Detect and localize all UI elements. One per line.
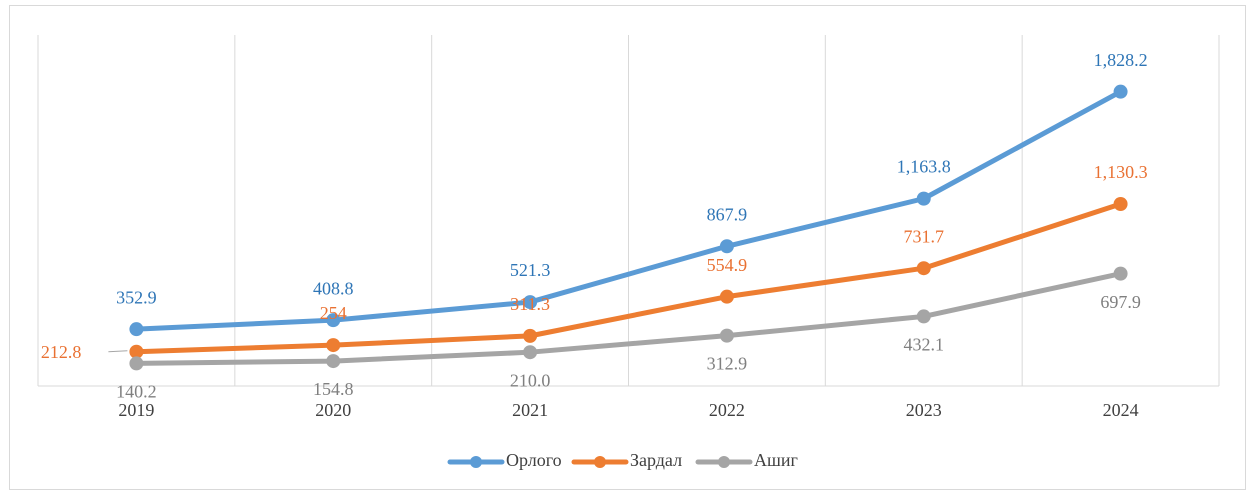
x-tick-label: 2024 (1103, 400, 1139, 420)
data-point (129, 322, 144, 337)
data-label: 1,828.2 (1094, 50, 1148, 70)
data-label: 432.1 (904, 335, 945, 355)
series-line (133, 271, 1124, 366)
x-tick-label: 2021 (512, 400, 548, 420)
legend-label: Ашиг (754, 450, 798, 470)
legend-marker (594, 456, 606, 468)
chart-border (9, 5, 1246, 490)
data-label: 521.3 (510, 260, 551, 280)
legend-label: Орлого (506, 450, 562, 470)
data-point (326, 354, 341, 369)
data-label: 212.8 (41, 342, 82, 362)
x-tick-label: 2022 (709, 400, 745, 420)
series-line (133, 89, 1124, 332)
data-label: 140.2 (116, 382, 157, 402)
data-point (326, 313, 341, 328)
data-label: 312.9 (707, 354, 748, 374)
x-tick-label: 2020 (315, 400, 351, 420)
data-label: 731.7 (904, 226, 945, 246)
series-line (133, 201, 1124, 355)
data-label: 408.8 (313, 278, 354, 298)
data-point (1113, 84, 1128, 99)
data-label: 352.9 (116, 287, 157, 307)
data-label: 867.9 (707, 204, 748, 224)
data-point (719, 328, 734, 343)
data-label: 697.9 (1100, 292, 1141, 312)
legend-marker (718, 456, 730, 468)
data-point (719, 239, 734, 254)
x-tick-label: 2023 (906, 400, 942, 420)
legend-marker (470, 456, 482, 468)
data-label: 554.9 (707, 255, 748, 275)
data-point (1113, 266, 1128, 281)
data-label: 1,130.3 (1094, 162, 1148, 182)
data-label: 1,163.8 (897, 157, 951, 177)
data-point (523, 295, 538, 310)
legend-label: Зардал (630, 450, 682, 470)
data-label: 210.0 (510, 370, 551, 390)
data-label: 154.8 (313, 379, 354, 399)
data-point (719, 289, 734, 304)
data-label: 254 (320, 303, 347, 323)
x-tick-label: 2019 (118, 400, 154, 420)
data-point (326, 338, 341, 353)
data-point (129, 356, 144, 371)
data-point (1113, 197, 1128, 212)
data-point (916, 261, 931, 276)
leader-line (108, 350, 128, 353)
data-point (523, 328, 538, 343)
data-point (916, 191, 931, 206)
data-label: 311.3 (510, 294, 550, 314)
data-point (523, 345, 538, 360)
data-point (916, 309, 931, 324)
data-point (129, 344, 144, 359)
